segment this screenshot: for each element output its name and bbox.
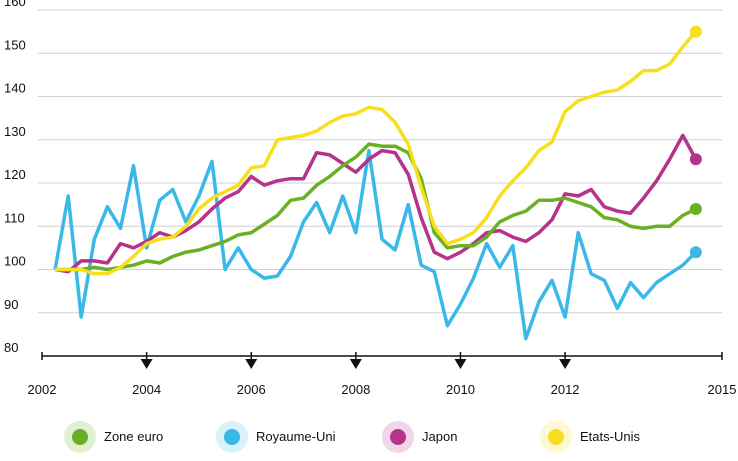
end-dot [689, 202, 702, 215]
series-line [54, 133, 698, 274]
end-dot [689, 25, 702, 38]
legend-swatch [390, 429, 406, 445]
legend-label: Japon [422, 429, 457, 444]
x-tick-triangle [559, 359, 572, 369]
end-dot [689, 246, 702, 259]
legend-swatch [72, 429, 88, 445]
legend-swatch [224, 429, 240, 445]
x-tick-label: 2006 [237, 382, 266, 397]
y-tick-label: 100 [4, 254, 26, 269]
x-tick-triangle [454, 359, 467, 369]
end-dot [689, 153, 702, 166]
x-tick-triangle [245, 359, 258, 369]
x-tick-label: 2010 [446, 382, 475, 397]
y-tick-label: 90 [4, 297, 18, 312]
series-line [55, 142, 697, 272]
x-tick-label: 2015 [708, 382, 737, 397]
x-tick-label: 2008 [341, 382, 370, 397]
y-tick-label: 130 [4, 124, 26, 139]
x-tick-label: 2002 [28, 382, 57, 397]
series-line [55, 30, 698, 276]
x-tick-label: 2004 [132, 382, 161, 397]
y-tick-label: 160 [4, 0, 26, 9]
y-tick-label: 110 [4, 210, 25, 225]
y-tick-label: 80 [4, 340, 18, 355]
series-line [53, 148, 698, 341]
y-tick-label: 140 [4, 81, 26, 96]
x-tick-triangle [349, 359, 362, 369]
x-tick-triangle [140, 359, 153, 369]
legend-label: Royaume-Uni [256, 429, 336, 444]
x-tick-label: 2012 [551, 382, 580, 397]
y-tick-label: 150 [4, 37, 26, 52]
y-tick-label: 120 [4, 167, 26, 182]
legend-swatch [548, 429, 564, 445]
legend-label: Etats-Unis [580, 429, 640, 444]
legend-label: Zone euro [104, 429, 163, 444]
